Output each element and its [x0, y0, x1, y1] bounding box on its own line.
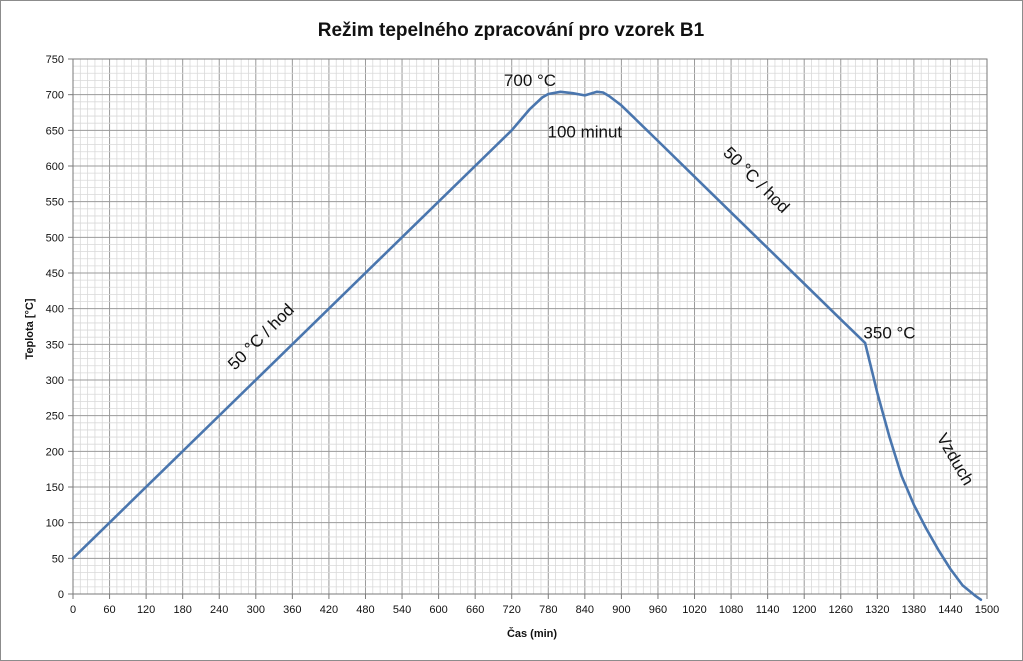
annotation-end: 350 °C — [863, 324, 915, 343]
y-tick-label: 600 — [46, 161, 64, 173]
y-tick-label: 450 — [46, 268, 64, 280]
annotation-peak: 700 °C — [504, 71, 556, 90]
y-tick-label: 650 — [46, 125, 64, 137]
x-tick-label: 1080 — [719, 604, 743, 616]
y-tick-label: 100 — [46, 518, 64, 530]
x-axis-label: Čas (min) — [507, 627, 557, 640]
plot-area-border — [72, 58, 988, 595]
y-tick-label: 400 — [46, 304, 64, 316]
y-tick-label: 500 — [46, 232, 64, 244]
y-tick-label: 250 — [46, 411, 64, 423]
series-layer — [71, 90, 983, 602]
x-tick-label: 300 — [247, 604, 265, 616]
x-tick-label: 540 — [393, 604, 411, 616]
y-tick-label: 200 — [46, 446, 64, 458]
x-tick-label: 1380 — [902, 604, 926, 616]
x-tick-label: 1020 — [682, 604, 706, 616]
y-tick-label: 50 — [52, 553, 64, 565]
y-tick-label: 550 — [46, 197, 64, 209]
x-tick-label: 1260 — [829, 604, 853, 616]
x-tick-label: 840 — [576, 604, 594, 616]
series-line-0 — [71, 90, 983, 602]
y-axis-label: Teplota [°C] — [24, 298, 36, 359]
x-tick-label: 600 — [429, 604, 447, 616]
x-tick-label: 420 — [320, 604, 338, 616]
x-tick-label: 120 — [137, 604, 155, 616]
x-tick-label: 960 — [649, 604, 667, 616]
axis-ticks: 0 60 120 180 240 300 360 420 480 540 600 660 720 780 8… — [46, 54, 1000, 616]
y-tick-label: 350 — [46, 339, 64, 351]
x-tick-label: 480 — [356, 604, 374, 616]
x-tick-label: 0 — [70, 604, 76, 616]
x-tick-label: 720 — [503, 604, 521, 616]
y-tick-label: 300 — [46, 375, 64, 387]
annotation-hold: 100 minut — [548, 122, 623, 141]
x-tick-label: 60 — [103, 604, 115, 616]
x-tick-label: 900 — [612, 604, 630, 616]
x-tick-label: 780 — [539, 604, 557, 616]
y-tick-label: 700 — [46, 90, 64, 102]
chart-title: Režim tepelného zpracování pro vzorek B1 — [318, 20, 705, 41]
y-tick-label: 150 — [46, 482, 64, 494]
x-tick-label: 1140 — [756, 604, 780, 616]
x-tick-label: 1320 — [865, 604, 889, 616]
grid — [72, 58, 988, 595]
y-tick-label: 750 — [46, 54, 64, 66]
x-tick-label: 1500 — [975, 604, 999, 616]
x-tick-label: 660 — [466, 604, 484, 616]
x-tick-label: 360 — [283, 604, 301, 616]
x-tick-label: 1200 — [792, 604, 816, 616]
y-tick-label: 0 — [58, 589, 64, 601]
x-tick-label: 180 — [174, 604, 192, 616]
x-tick-label: 240 — [210, 604, 228, 616]
x-tick-label: 1440 — [938, 604, 962, 616]
